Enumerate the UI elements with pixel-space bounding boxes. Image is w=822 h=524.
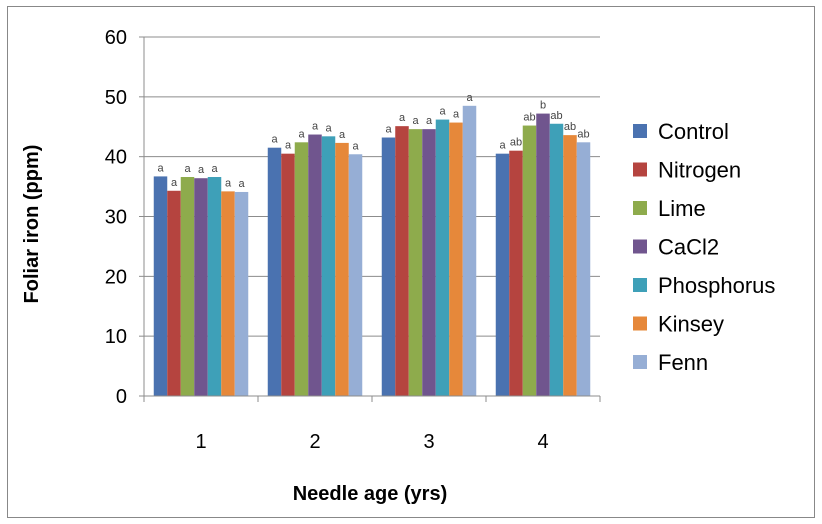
significance-label: a bbox=[466, 92, 473, 104]
bar bbox=[509, 150, 523, 396]
significance-label: a bbox=[184, 163, 191, 175]
bar bbox=[435, 119, 450, 396]
significance-label: a bbox=[225, 177, 232, 189]
legend-label: CaCl2 bbox=[658, 235, 719, 260]
legend-label: Kinsey bbox=[658, 312, 724, 337]
bar bbox=[449, 122, 463, 396]
significance-label: a bbox=[211, 163, 218, 175]
bar bbox=[281, 153, 295, 396]
bar bbox=[221, 191, 235, 396]
significance-label: ab bbox=[523, 112, 535, 124]
y-axis-title: Foliar iron (ppm) bbox=[21, 145, 43, 304]
significance-label: a bbox=[312, 121, 319, 133]
y-tick-label: 20 bbox=[105, 266, 127, 288]
x-tick-label: 2 bbox=[309, 431, 320, 453]
bar bbox=[308, 134, 322, 397]
significance-label: a bbox=[439, 106, 446, 118]
x-axis-title: Needle age (yrs) bbox=[293, 483, 448, 505]
bar bbox=[348, 154, 363, 396]
bar bbox=[267, 147, 282, 396]
legend-swatch bbox=[633, 201, 647, 215]
legend-swatch bbox=[633, 355, 647, 369]
bar bbox=[576, 142, 591, 396]
bar bbox=[495, 153, 510, 396]
significance-label: a bbox=[171, 177, 178, 189]
x-tick-label: 4 bbox=[537, 431, 548, 453]
significance-label: b bbox=[540, 100, 546, 112]
significance-label: a bbox=[399, 112, 406, 124]
significance-label: a bbox=[285, 140, 292, 152]
legend: Control Nitrogen Lime CaCl2 Phosphorus Kinsey… bbox=[633, 119, 775, 375]
axes: 0 10 20 30 40 50 60 1 2 3 4 bbox=[105, 27, 601, 453]
bar bbox=[153, 176, 168, 396]
bar bbox=[207, 177, 222, 396]
significance-label: ab bbox=[564, 121, 576, 133]
bar bbox=[422, 129, 436, 397]
significance-label: a bbox=[157, 162, 164, 174]
x-tick-label: 3 bbox=[423, 431, 434, 453]
bar bbox=[194, 178, 208, 396]
significance-label: a bbox=[325, 122, 332, 134]
y-tick-label: 10 bbox=[105, 326, 127, 348]
bar bbox=[522, 125, 537, 396]
legend-swatch bbox=[633, 162, 647, 177]
bar bbox=[167, 190, 181, 396]
significance-label: ab bbox=[577, 128, 589, 140]
y-tick-label: 40 bbox=[105, 147, 127, 169]
legend-label: Lime bbox=[658, 196, 706, 221]
legend-label: Control bbox=[658, 119, 729, 144]
significance-label: a bbox=[298, 128, 305, 140]
bar bbox=[180, 177, 195, 396]
y-tick-label: 50 bbox=[105, 87, 127, 109]
legend-label: Fenn bbox=[658, 350, 708, 375]
legend-swatch bbox=[633, 278, 647, 292]
significance-label: a bbox=[238, 178, 245, 190]
bar bbox=[234, 191, 249, 396]
bar bbox=[549, 123, 564, 396]
significance-label: a bbox=[385, 124, 392, 136]
y-tick-label: 0 bbox=[116, 386, 127, 408]
significance-label: a bbox=[453, 109, 460, 121]
significance-label: a bbox=[426, 115, 433, 127]
legend-swatch bbox=[633, 124, 647, 138]
bar bbox=[408, 129, 423, 397]
significance-label: a bbox=[339, 129, 346, 141]
y-tick-label: 30 bbox=[105, 207, 127, 229]
significance-label: a bbox=[499, 140, 506, 152]
bar bbox=[381, 137, 396, 396]
bar bbox=[294, 142, 309, 396]
legend-swatch bbox=[633, 316, 647, 331]
y-tick-label: 60 bbox=[105, 27, 127, 49]
x-tick-label: 1 bbox=[195, 431, 206, 453]
bars bbox=[153, 105, 591, 397]
bar bbox=[395, 126, 409, 396]
bar bbox=[563, 135, 577, 397]
bar bbox=[321, 136, 336, 396]
bar bbox=[335, 142, 349, 396]
significance-label: a bbox=[412, 115, 419, 127]
bar bbox=[462, 105, 477, 396]
significance-label: ab bbox=[550, 110, 562, 122]
legend-label: Nitrogen bbox=[658, 158, 741, 183]
legend-label: Phosphorus bbox=[658, 273, 775, 298]
legend-swatch bbox=[633, 239, 647, 254]
bar bbox=[536, 113, 550, 396]
significance-label: a bbox=[198, 164, 205, 176]
significance-label: a bbox=[271, 134, 278, 146]
significance-label: a bbox=[352, 140, 359, 152]
significance-label: ab bbox=[510, 137, 522, 149]
